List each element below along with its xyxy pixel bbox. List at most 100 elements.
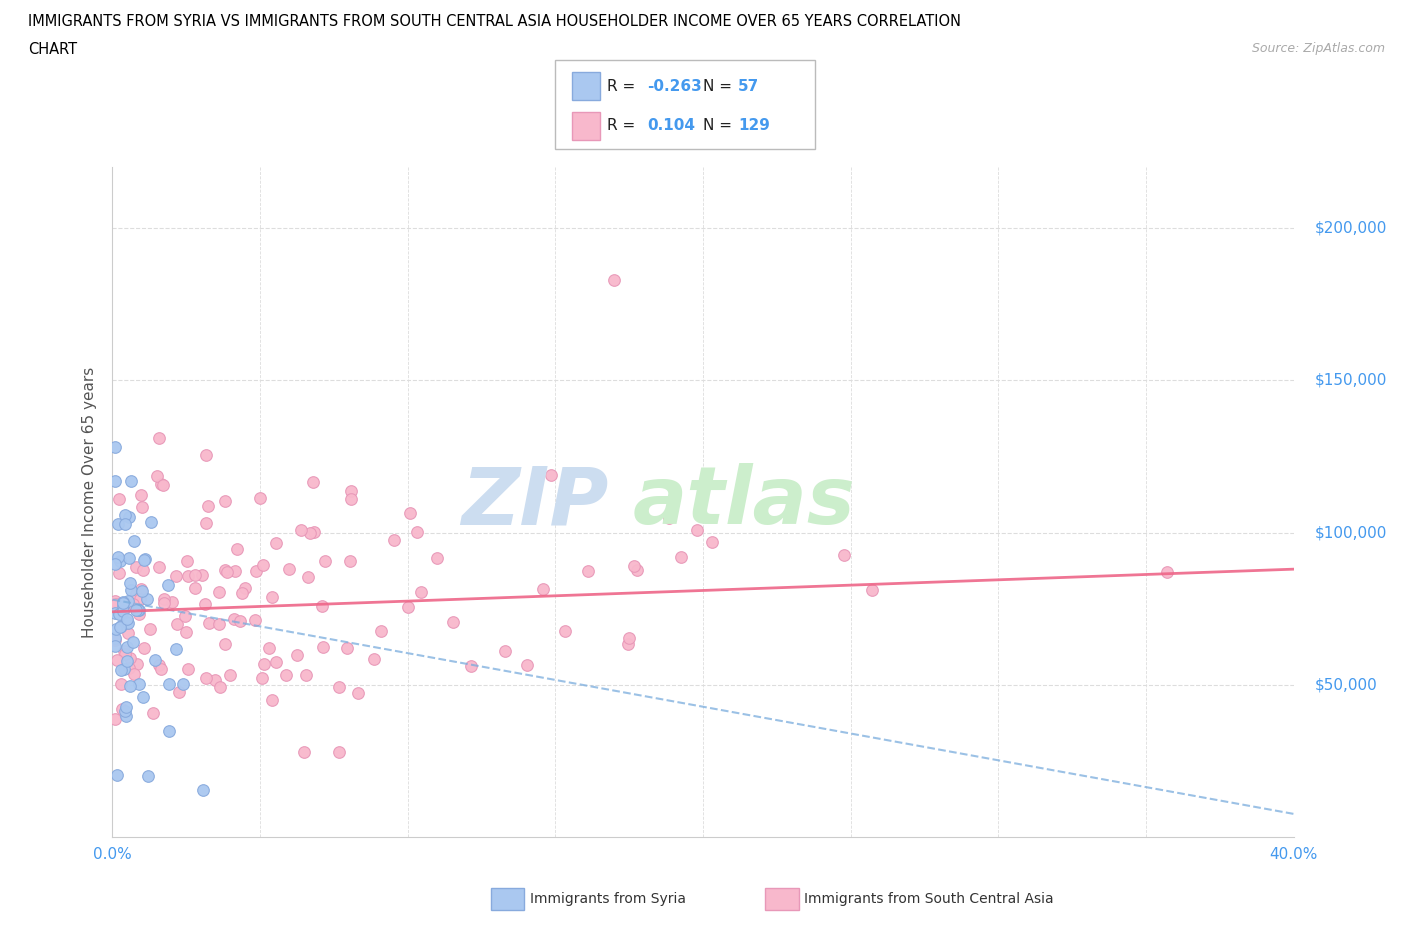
Point [110, 662, 132, 677]
Point [166, 617, 188, 631]
Point [148, 431, 170, 445]
Point [136, 591, 159, 606]
Point [209, 680, 232, 695]
Point [339, 553, 361, 568]
Point [671, 550, 693, 565]
Point [132, 690, 155, 705]
Point [120, 473, 142, 488]
Point [224, 564, 246, 578]
Point [165, 642, 187, 657]
Point [131, 500, 153, 515]
Text: 0.104: 0.104 [647, 118, 695, 133]
Point [1156, 565, 1178, 579]
Point [129, 488, 152, 503]
Point [117, 593, 139, 608]
Point [134, 551, 156, 566]
Point [222, 611, 245, 626]
Point [125, 559, 148, 574]
Point [225, 541, 247, 556]
Point [115, 611, 138, 626]
Point [111, 701, 134, 716]
Point [623, 559, 645, 574]
Point [125, 657, 148, 671]
Point [107, 606, 129, 621]
Point [104, 605, 127, 620]
Point [297, 570, 319, 585]
Point [277, 562, 299, 577]
Point [516, 658, 538, 672]
Point [228, 613, 250, 628]
Point [104, 593, 127, 608]
Point [860, 582, 883, 597]
Point [460, 658, 482, 673]
Text: Immigrants from Syria: Immigrants from Syria [530, 892, 686, 907]
Point [107, 653, 129, 668]
Point [262, 590, 284, 604]
Point [257, 641, 280, 656]
Point [104, 473, 127, 488]
Point [114, 516, 136, 531]
Point [290, 523, 312, 538]
Point [157, 724, 180, 738]
Point [245, 613, 267, 628]
Point [134, 552, 156, 567]
Point [311, 599, 333, 614]
Point [249, 491, 271, 506]
Point [176, 568, 198, 583]
Point [617, 636, 640, 651]
Point [198, 616, 221, 631]
Point [110, 676, 132, 691]
Point [153, 591, 176, 606]
Point [576, 564, 599, 578]
Point [382, 533, 405, 548]
Point [252, 671, 274, 685]
Point [104, 440, 127, 455]
Point [104, 631, 127, 645]
Point [104, 639, 127, 654]
Point [146, 468, 169, 483]
Text: N =: N = [703, 118, 737, 133]
Point [107, 549, 129, 564]
Point [122, 534, 145, 549]
Point [108, 492, 131, 507]
Point [406, 525, 429, 539]
Point [118, 651, 141, 666]
Point [292, 744, 315, 759]
Point [139, 515, 162, 530]
Point [104, 712, 127, 727]
Point [139, 621, 162, 636]
Point [172, 676, 194, 691]
Point [114, 646, 136, 661]
Y-axis label: Householder Income Over 65 years: Householder Income Over 65 years [82, 366, 97, 638]
Point [122, 596, 145, 611]
Text: N =: N = [703, 79, 737, 94]
Point [194, 596, 217, 611]
Point [219, 667, 242, 682]
Point [347, 685, 370, 700]
Point [214, 494, 236, 509]
Point [194, 448, 217, 463]
Point [531, 581, 554, 596]
Point [204, 673, 226, 688]
Point [132, 563, 155, 578]
Point [214, 637, 236, 652]
Point [152, 478, 174, 493]
Point [260, 693, 283, 708]
Point [184, 567, 207, 582]
Point [121, 634, 143, 649]
Point [118, 660, 141, 675]
Text: Immigrants from South Central Asia: Immigrants from South Central Asia [804, 892, 1054, 907]
Point [105, 767, 128, 782]
Point [120, 582, 142, 597]
Point [207, 617, 229, 631]
Point [125, 603, 148, 618]
Point [110, 618, 132, 633]
Point [177, 661, 200, 676]
Point [114, 704, 136, 719]
Point [118, 576, 141, 591]
Point [118, 551, 141, 565]
Point [115, 709, 138, 724]
Point [540, 468, 562, 483]
Point [150, 476, 173, 491]
Point [128, 591, 150, 606]
